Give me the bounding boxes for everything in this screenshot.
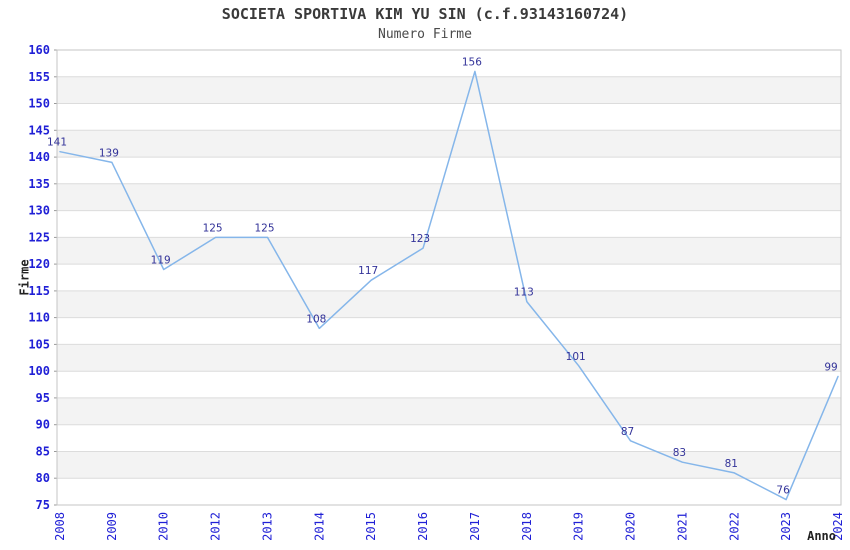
y-tick-label: 155: [28, 70, 50, 84]
data-point-label: 117: [358, 265, 378, 277]
y-tick-label: 135: [28, 177, 50, 191]
series-line: [59, 70, 839, 501]
data-point-label: 87: [621, 426, 634, 438]
plot-band: [57, 237, 841, 265]
y-axis-title: Firme: [17, 259, 32, 296]
x-tick-label: 2020: [624, 512, 638, 541]
x-tick-label: 2008: [53, 512, 67, 541]
x-tick-label: 2010: [157, 512, 171, 541]
x-tick-label: 2024: [831, 512, 845, 541]
data-point-label: 125: [203, 222, 223, 234]
plot-band: [57, 130, 841, 158]
plot-band: [57, 397, 841, 425]
y-tick-label: 75: [36, 498, 50, 512]
x-tick-label: 2018: [520, 512, 534, 541]
x-tick-label: 2013: [261, 512, 275, 541]
y-tick-label: 85: [36, 445, 50, 459]
data-point-label: 119: [151, 255, 171, 267]
y-tick-label: 145: [28, 123, 50, 137]
y-tick-label: 130: [28, 204, 50, 218]
plot-band: [57, 290, 841, 318]
y-tick-label: 105: [28, 337, 50, 351]
y-tick-label: 90: [36, 418, 50, 432]
x-tick-label: 2017: [468, 512, 482, 541]
y-tick-label: 100: [28, 364, 50, 378]
x-tick-label: 2009: [105, 512, 119, 541]
y-tick-label: 110: [28, 311, 50, 325]
data-point-label: 123: [410, 233, 430, 245]
data-point-label: 156: [462, 56, 482, 68]
x-tick-label: 2021: [675, 512, 689, 541]
chart-subtitle: Numero Firme: [378, 27, 472, 42]
data-point-label: 139: [99, 147, 119, 159]
y-tick-label: 125: [28, 230, 50, 244]
y-tick-label: 95: [36, 391, 50, 405]
data-point-label: 141: [47, 137, 67, 149]
plot-band: [57, 451, 841, 479]
plot-band: [57, 183, 841, 211]
y-tick-label: 150: [28, 97, 50, 111]
data-point-label: 99: [824, 362, 837, 374]
x-tick-label: 2019: [572, 512, 586, 541]
y-tick-label: 160: [28, 43, 50, 57]
plot-band: [57, 344, 841, 372]
y-tick-label: 80: [36, 471, 50, 485]
data-point-label: 81: [725, 458, 738, 470]
data-point-label: 113: [514, 287, 534, 299]
x-tick-label: 2023: [779, 512, 793, 541]
x-tick-label: 2022: [727, 512, 741, 541]
plot-border: [56, 49, 842, 506]
x-tick-label: 2014: [312, 512, 326, 541]
x-axis-title: Anno: [807, 529, 836, 543]
x-tick-label: 2015: [364, 512, 378, 541]
y-tick-label: 120: [28, 257, 50, 271]
data-point-label: 101: [566, 351, 586, 363]
data-point-label: 83: [673, 447, 686, 459]
data-point-label: 125: [254, 222, 274, 234]
plot-band: [57, 76, 841, 104]
x-tick-label: 2016: [416, 512, 430, 541]
y-tick-label: 140: [28, 150, 50, 164]
x-tick-label: 2012: [209, 512, 223, 541]
chart-title: SOCIETA SPORTIVA KIM YU SIN (c.f.9314316…: [221, 5, 629, 23]
data-point-label: 108: [306, 313, 326, 325]
data-point-label: 76: [776, 485, 790, 497]
y-tick-label: 115: [28, 284, 50, 298]
